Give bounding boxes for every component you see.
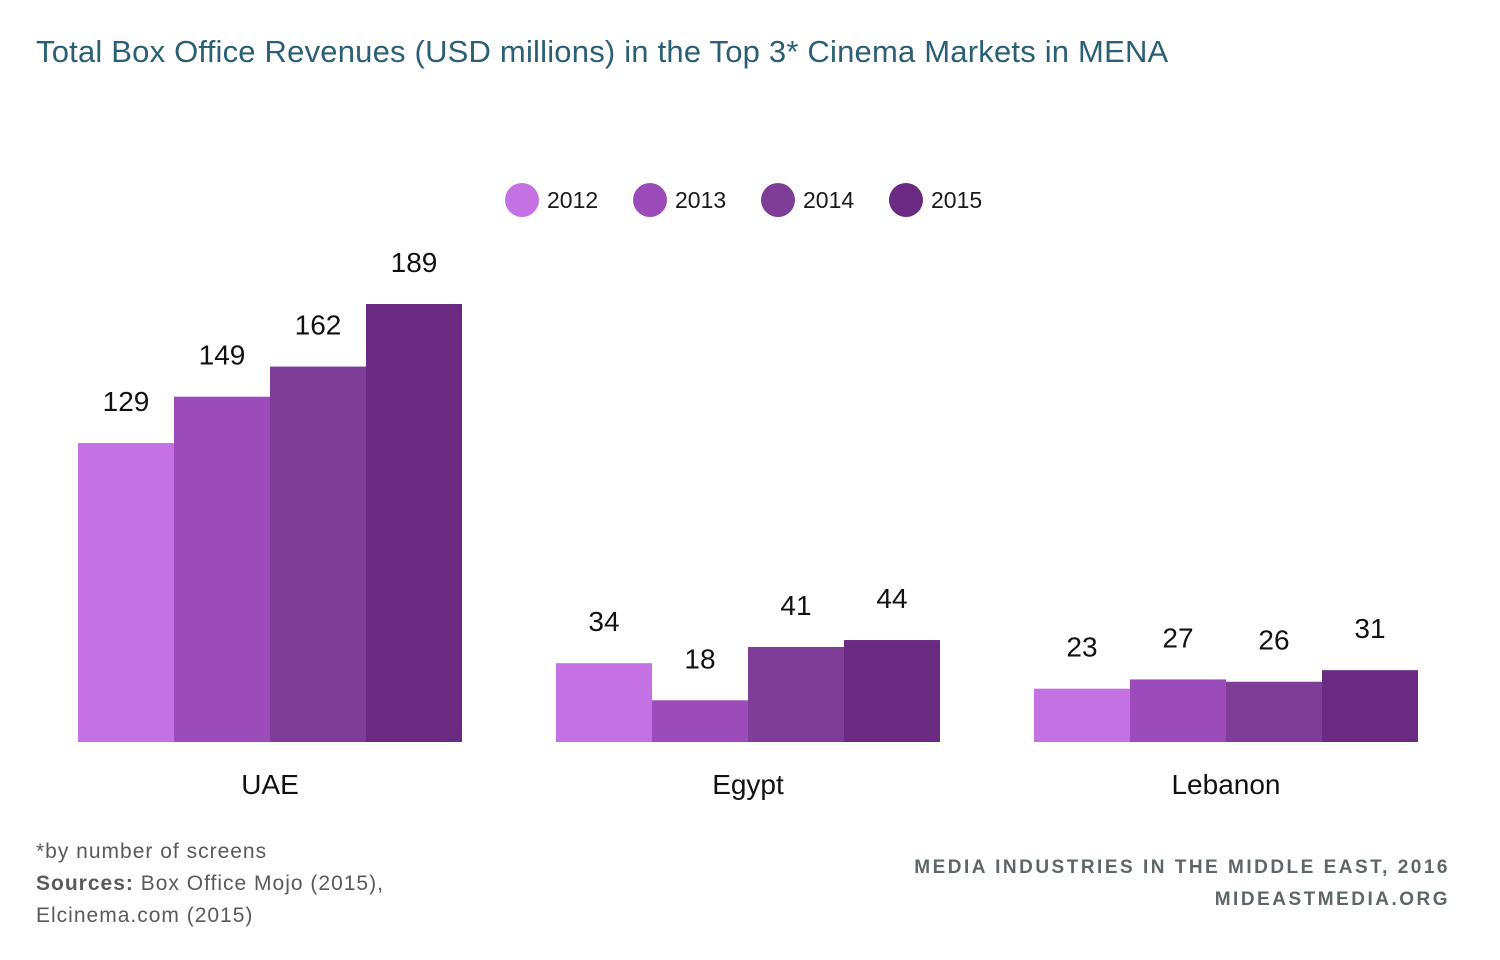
bar-egypt-2012 bbox=[556, 663, 652, 742]
data-label-lebanon-2013: 27 bbox=[1162, 622, 1193, 653]
data-label-egypt-2013: 18 bbox=[684, 643, 715, 674]
footnote: *by number of screens Sources: Box Offic… bbox=[36, 836, 384, 932]
data-label-lebanon-2012: 23 bbox=[1066, 632, 1097, 663]
bar-uae-2015 bbox=[366, 304, 462, 742]
legend-item-2015: 2015 bbox=[889, 180, 982, 220]
data-label-lebanon-2015: 31 bbox=[1354, 613, 1385, 644]
category-label-lebanon: Lebanon bbox=[1171, 769, 1280, 800]
bar-egypt-2014 bbox=[748, 646, 844, 742]
sources-line2: Elcinema.com (2015) bbox=[36, 904, 254, 927]
bar-uae-2013 bbox=[174, 396, 270, 742]
legend-label-2015: 2015 bbox=[931, 186, 983, 213]
legend-label-2012: 2012 bbox=[547, 186, 599, 213]
bar-lebanon-2012 bbox=[1034, 688, 1130, 742]
credit-line1: MEDIA INDUSTRIES IN THE MIDDLE EAST, 201… bbox=[914, 857, 1450, 878]
chart-title: Total Box Office Revenues (USD millions)… bbox=[36, 34, 1169, 69]
legend-swatch-2012 bbox=[505, 183, 539, 217]
credit-line2: MIDEASTMEDIA.ORG bbox=[1214, 889, 1450, 910]
category-label-uae: UAE bbox=[241, 769, 299, 800]
legend-label-2014: 2014 bbox=[803, 186, 855, 213]
legend-item-2014: 2014 bbox=[761, 180, 854, 220]
footnote-note: *by number of screens bbox=[36, 840, 268, 863]
footnote-sources: Sources: Box Office Mojo (2015), bbox=[36, 868, 384, 900]
legend-item-2012: 2012 bbox=[505, 180, 598, 220]
data-label-egypt-2015: 44 bbox=[876, 583, 907, 614]
data-label-lebanon-2014: 26 bbox=[1258, 625, 1289, 656]
bar-uae-2014 bbox=[270, 366, 366, 742]
bar-lebanon-2014 bbox=[1226, 681, 1322, 742]
category-label-egypt: Egypt bbox=[712, 769, 784, 800]
bar-egypt-2013 bbox=[652, 700, 748, 742]
legend-swatch-2015 bbox=[889, 183, 923, 217]
legend-label-2013: 2013 bbox=[675, 186, 727, 213]
data-label-uae-2014: 162 bbox=[295, 310, 342, 341]
bar-egypt-2015 bbox=[844, 640, 940, 742]
sources-line1: Box Office Mojo (2015), bbox=[140, 872, 384, 895]
bar-uae-2012 bbox=[78, 443, 174, 742]
publication-credit: MEDIA INDUSTRIES IN THE MIDDLE EAST, 201… bbox=[914, 852, 1450, 916]
bar-lebanon-2013 bbox=[1130, 679, 1226, 742]
legend-swatch-2013 bbox=[633, 183, 667, 217]
legend-item-2013: 2013 bbox=[633, 180, 726, 220]
data-label-uae-2012: 129 bbox=[103, 386, 150, 417]
data-label-egypt-2014: 41 bbox=[780, 590, 811, 621]
data-label-uae-2015: 189 bbox=[391, 247, 438, 278]
chart-legend: 2012 2013 2014 2015 bbox=[0, 180, 1500, 220]
legend-swatch-2014 bbox=[761, 183, 795, 217]
sources-label: Sources: bbox=[36, 872, 134, 895]
data-label-uae-2013: 149 bbox=[199, 340, 246, 371]
bar-lebanon-2015 bbox=[1322, 670, 1418, 742]
data-label-egypt-2012: 34 bbox=[588, 606, 619, 637]
